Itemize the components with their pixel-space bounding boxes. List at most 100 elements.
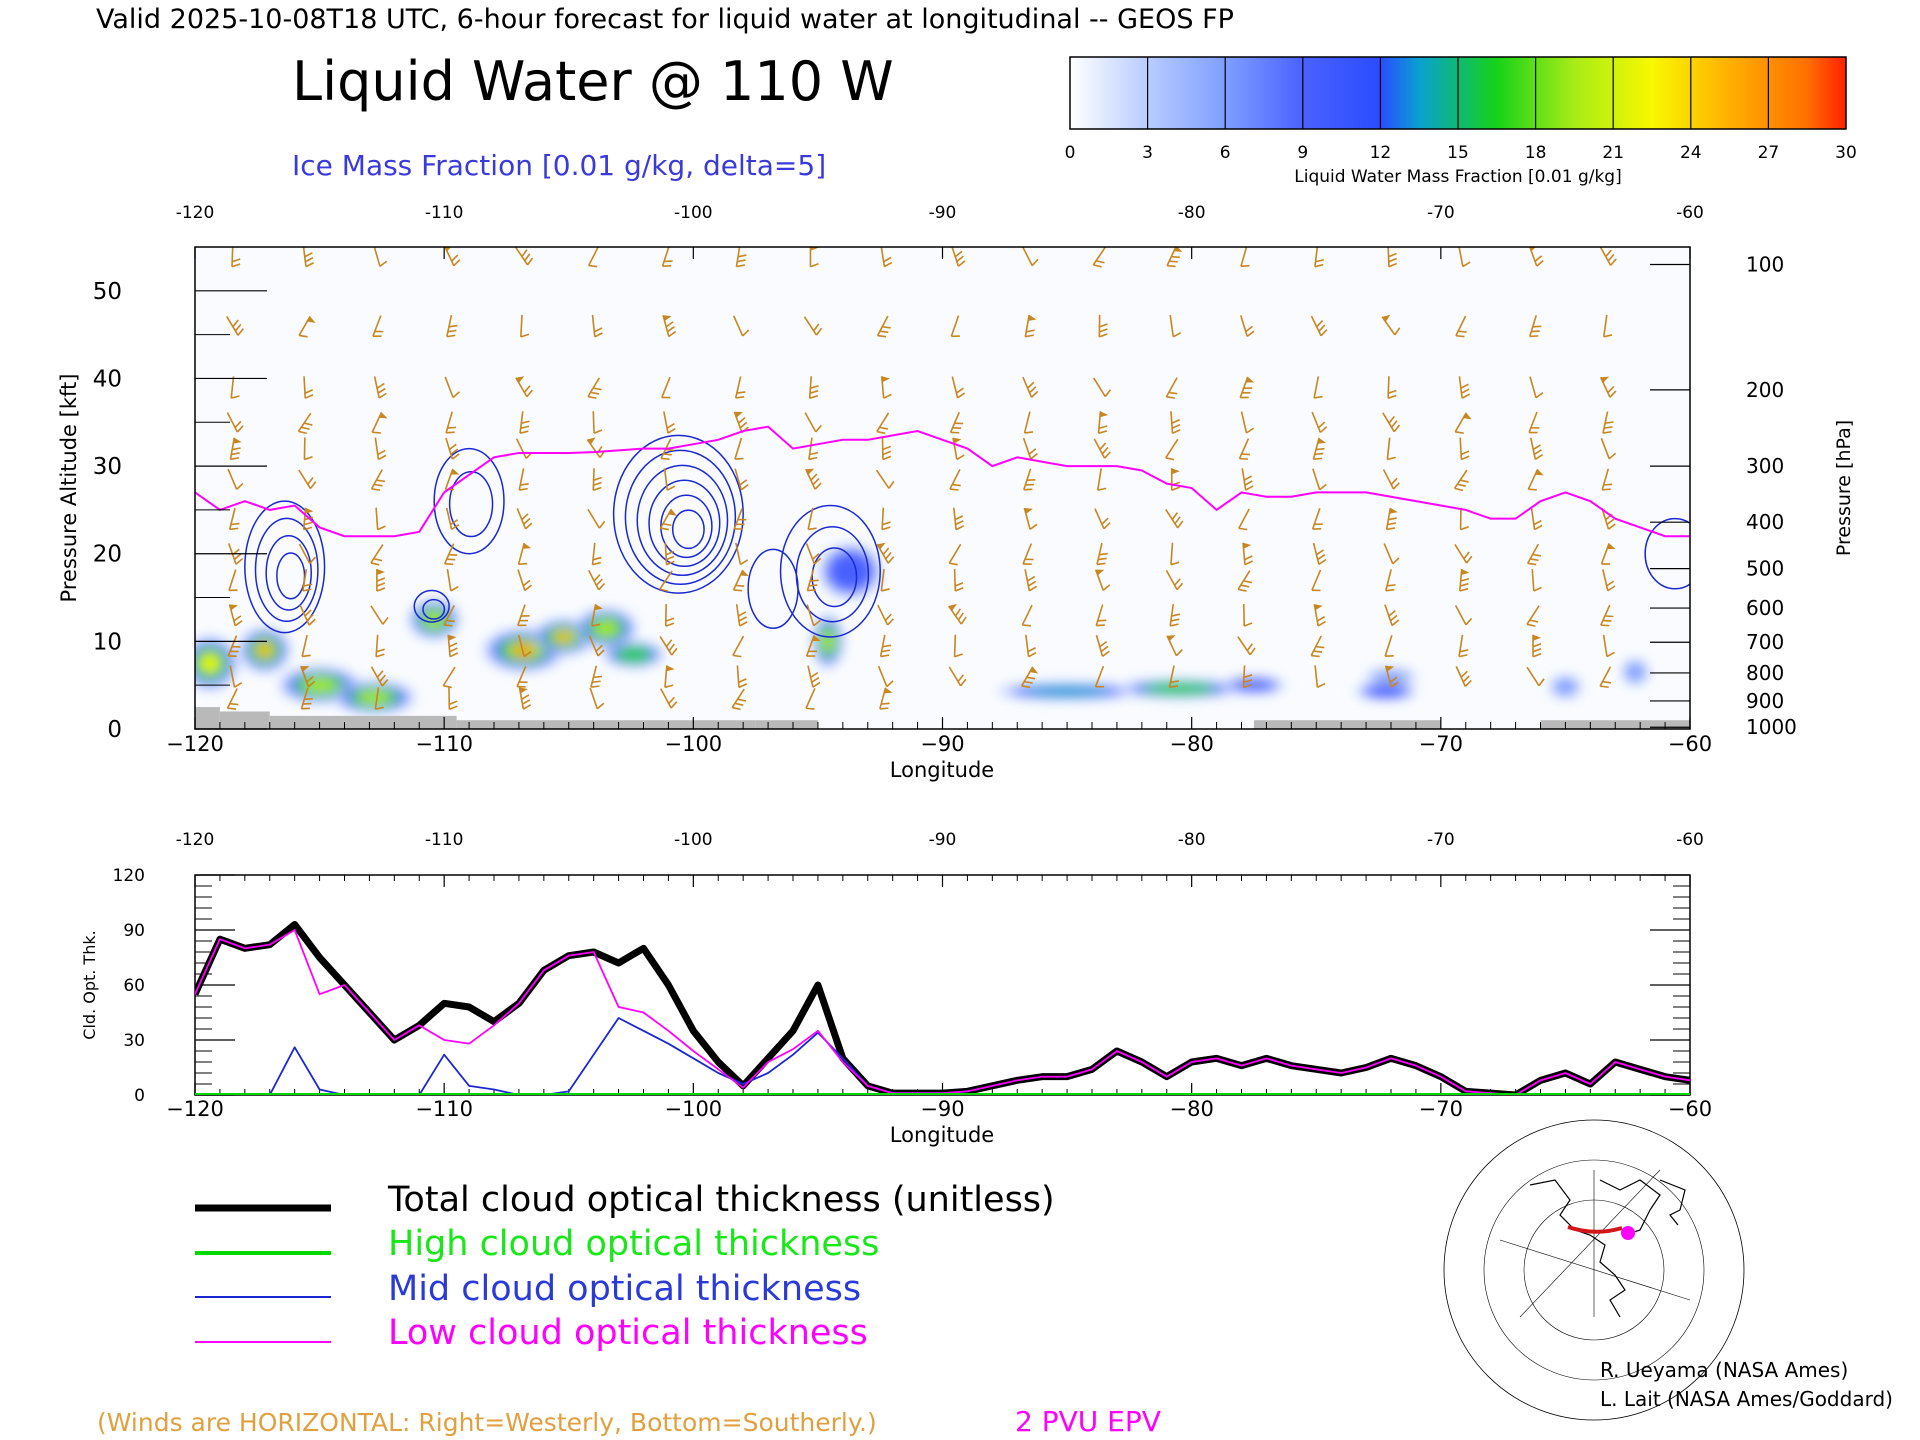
wind-barb [1093, 438, 1111, 459]
wind-barb [1458, 634, 1469, 658]
legend-label-total: Total cloud optical thickness (unitless) [387, 1180, 1055, 1220]
colorbar-tick-label: 24 [1680, 143, 1702, 163]
wind-barb [591, 314, 603, 338]
wind-barb [1599, 247, 1617, 266]
pressure-tick-label: 600 [1746, 596, 1784, 620]
wind-barb [1023, 411, 1034, 434]
pressure-tick-label: 200 [1746, 378, 1784, 402]
wind-barb [807, 665, 821, 688]
ice-contour [779, 504, 881, 638]
ice-contour [648, 479, 721, 568]
top-xlabel: Longitude [890, 758, 994, 782]
wind-barb [227, 635, 241, 657]
wind-barb [299, 604, 316, 626]
top-xtick-label-upper: -70 [1427, 203, 1455, 223]
liquid-water-cell [600, 624, 612, 632]
wind-barb [1239, 376, 1255, 399]
wind-barb [877, 604, 894, 626]
pressure-tick-label: 900 [1746, 689, 1784, 713]
wind-barb [231, 247, 241, 268]
wind-barb [664, 542, 675, 566]
wind-barb [1526, 543, 1542, 566]
wind-barb [735, 542, 749, 566]
wind-barb [1600, 604, 1614, 627]
wind-barb [953, 507, 965, 531]
liquid-water-cell [825, 636, 831, 647]
wind-barb [1313, 604, 1326, 627]
valid-line: Valid 2025-10-08T18 UTC, 6-hour forecast… [96, 4, 1234, 35]
optical-thickness-panel: −120 -120 −110 -110 −100 -100 −90 -90 −80 -80 −70 -… [80, 830, 1712, 1147]
wind-barb [1023, 468, 1036, 491]
ice-contour [433, 447, 505, 555]
wind-barb [588, 635, 605, 657]
pressure-tick-label: 1000 [1746, 715, 1797, 739]
wind-barb [376, 569, 386, 592]
wind-barb [1384, 604, 1400, 627]
wind-barb [1526, 666, 1545, 687]
wind-barb [303, 437, 313, 461]
wind-barb [1600, 543, 1616, 565]
colorbar-tick-label: 21 [1602, 143, 1624, 163]
wind-barb [1166, 635, 1183, 657]
top-ylabel-right: Pressure [hPa] [1833, 420, 1855, 556]
wind-barb [1311, 569, 1322, 592]
wind-barb [731, 688, 747, 711]
bottom-xtick-label: −120 [166, 1097, 224, 1121]
wind-barb [1313, 376, 1323, 399]
wind-barb [1240, 247, 1250, 268]
wind-barb [735, 247, 747, 268]
bottom-ytick-label: 90 [123, 921, 145, 941]
wind-barb [732, 315, 750, 337]
wind-barb [880, 376, 892, 399]
wind-barb [881, 437, 892, 461]
wind-barb [805, 543, 822, 565]
colorbar-tick-label: 9 [1297, 143, 1308, 163]
liquid-water-cell [628, 652, 639, 657]
ice-contour [624, 449, 737, 585]
top-xtick-label-upper: -120 [176, 203, 215, 223]
ground-terrain [269, 715, 457, 729]
bottom-xtick-label: −70 [1419, 1097, 1463, 1121]
wind-barb [373, 247, 388, 267]
wind-barb [228, 507, 240, 531]
wind-barb [659, 635, 678, 656]
wind-barb [589, 687, 605, 710]
colorbar-label: Liquid Water Mass Fraction [0.01 g/kg] [1294, 167, 1621, 187]
main-title: Liquid Water @ 110 W [292, 50, 894, 113]
wind-barb [1165, 509, 1184, 529]
liquid-water-cell [1380, 689, 1392, 693]
liquid-water-cell [205, 658, 215, 669]
liquid-water-cell [516, 646, 532, 654]
wind-barb [1457, 247, 1471, 268]
liquid-water-cell [558, 633, 570, 641]
wind-barb [805, 687, 816, 710]
wind-barb [516, 665, 528, 688]
wind-barb [661, 376, 671, 399]
ice-contour [422, 598, 446, 620]
wind-barb [1455, 315, 1467, 338]
wind-barb [880, 247, 893, 268]
location-marker [1621, 1226, 1635, 1240]
wind-barb [226, 316, 244, 336]
wind-barb [1526, 605, 1540, 627]
wind-barb [446, 569, 459, 592]
wind-barb [952, 437, 965, 461]
wind-barb [1023, 507, 1038, 530]
wind-barb [1098, 314, 1108, 338]
wind-barb [446, 314, 458, 338]
wind-barb [661, 247, 673, 268]
wind-barb [370, 605, 389, 625]
wind-barb [1021, 604, 1033, 627]
wind-barb [1242, 542, 1254, 566]
liquid-water-cell [1632, 669, 1638, 675]
wind-barb [1094, 508, 1111, 530]
wind-barb [1170, 411, 1181, 434]
wind-barb [517, 542, 532, 566]
colorbar-tick-label: 3 [1142, 143, 1153, 163]
top-xtick-label: −70 [1419, 732, 1463, 756]
wind-barb [1237, 570, 1252, 592]
wind-barb [1382, 412, 1401, 433]
wind-barb [448, 687, 458, 711]
wind-barb [1092, 247, 1107, 268]
ice-contour [448, 471, 494, 538]
